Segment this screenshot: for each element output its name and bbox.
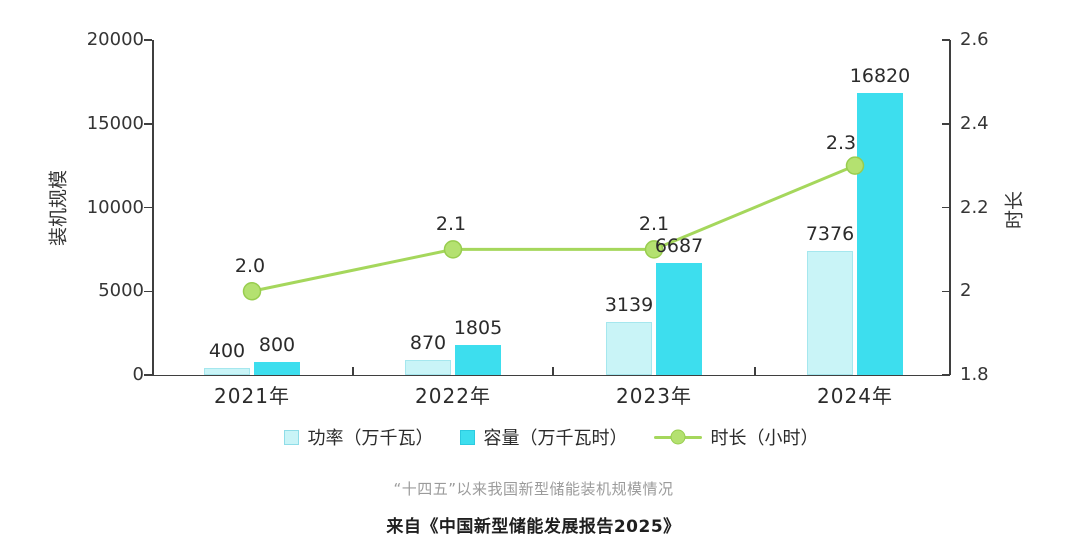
y-tick-label-right: 2.2 <box>960 196 989 218</box>
legend-swatch-capacity <box>459 429 475 445</box>
y-axis-label-right: 时长 <box>1003 190 1026 230</box>
y-tick-label-right: 2.6 <box>960 29 989 50</box>
bar-value-label: 1805 <box>453 316 503 339</box>
chart-caption-title: “十四五”以来我国新型储能装机规模情况 <box>393 480 674 498</box>
bar-value-label: 16820 <box>849 65 911 88</box>
line-value-label: 2.0 <box>234 255 266 278</box>
x-category-label: 2021年 <box>214 384 290 408</box>
y-tick-left <box>144 206 152 209</box>
legend-label: 功率（万千瓦） <box>307 428 434 449</box>
y-tick-right <box>942 39 950 41</box>
legend-label: 容量（万千瓦时） <box>483 428 628 449</box>
y-tick-label-left: 0 <box>132 364 144 385</box>
y-tick-label-right: 2.4 <box>960 112 989 134</box>
x-category-label: 2024年 <box>817 384 893 408</box>
y-tick-left <box>144 374 152 376</box>
legend-item: 容量（万千瓦时） <box>459 424 628 450</box>
line-value-label: 2.3 <box>825 131 857 154</box>
legend: 功率（万千瓦） 容量（万千瓦时） 时长（小时） <box>152 424 950 450</box>
bar-value-label: 3139 <box>604 294 654 317</box>
capacity-bar <box>254 361 300 375</box>
x-category-label: 2022年 <box>415 384 491 408</box>
y-tick-left <box>144 290 152 292</box>
y-tick-label-left: 20000 <box>86 29 144 50</box>
legend-item: 功率（万千瓦） <box>283 424 434 450</box>
line-marker <box>443 240 463 259</box>
bar-value-label: 6687 <box>654 234 704 257</box>
y-axis-label-left: 装机规模 <box>47 169 70 247</box>
x-tick <box>552 367 554 375</box>
y-tick-left <box>144 123 152 125</box>
power-bar <box>405 360 451 375</box>
line-value-label: 2.1 <box>435 213 467 236</box>
legend-line-dot <box>670 429 685 445</box>
power-bar <box>204 368 250 375</box>
bar-value-label: 400 <box>208 340 246 363</box>
x-axis-spine <box>152 374 950 376</box>
x-tick <box>754 367 756 375</box>
capacity-bar <box>857 93 903 375</box>
x-category-label: 2023年 <box>616 384 692 408</box>
bar-value-label: 7376 <box>805 223 855 246</box>
y-tick-label-left: 15000 <box>86 112 144 134</box>
legend-swatch-power <box>283 429 299 445</box>
y-tick-right <box>942 374 950 376</box>
bar-value-label: 870 <box>409 332 447 355</box>
line-marker <box>242 282 262 301</box>
y-tick-label-left: 5000 <box>98 280 144 302</box>
y-tick-label-left: 10000 <box>86 196 144 218</box>
capacity-bar <box>455 344 501 375</box>
y-tick-label-right: 1.8 <box>960 364 989 385</box>
legend-item: 时长（小时） <box>653 424 819 450</box>
y-tick-right <box>942 290 950 292</box>
bar-value-label: 800 <box>258 333 296 356</box>
legend-label: 时长（小时） <box>710 428 819 449</box>
y-tick-left <box>144 39 152 41</box>
chart-caption-source: 来自《中国新型储能发展报告2025》 <box>386 517 681 537</box>
line-value-label: 2.1 <box>638 213 670 236</box>
legend-line-symbol <box>653 429 702 446</box>
y-tick-label-right: 2 <box>960 280 972 302</box>
y-tick-right <box>942 206 950 209</box>
x-tick <box>352 367 354 375</box>
power-bar <box>606 322 652 375</box>
capacity-bar <box>656 262 702 375</box>
y-tick-right <box>942 123 950 125</box>
power-bar <box>807 251 853 375</box>
y-axis-left-spine <box>152 40 154 375</box>
